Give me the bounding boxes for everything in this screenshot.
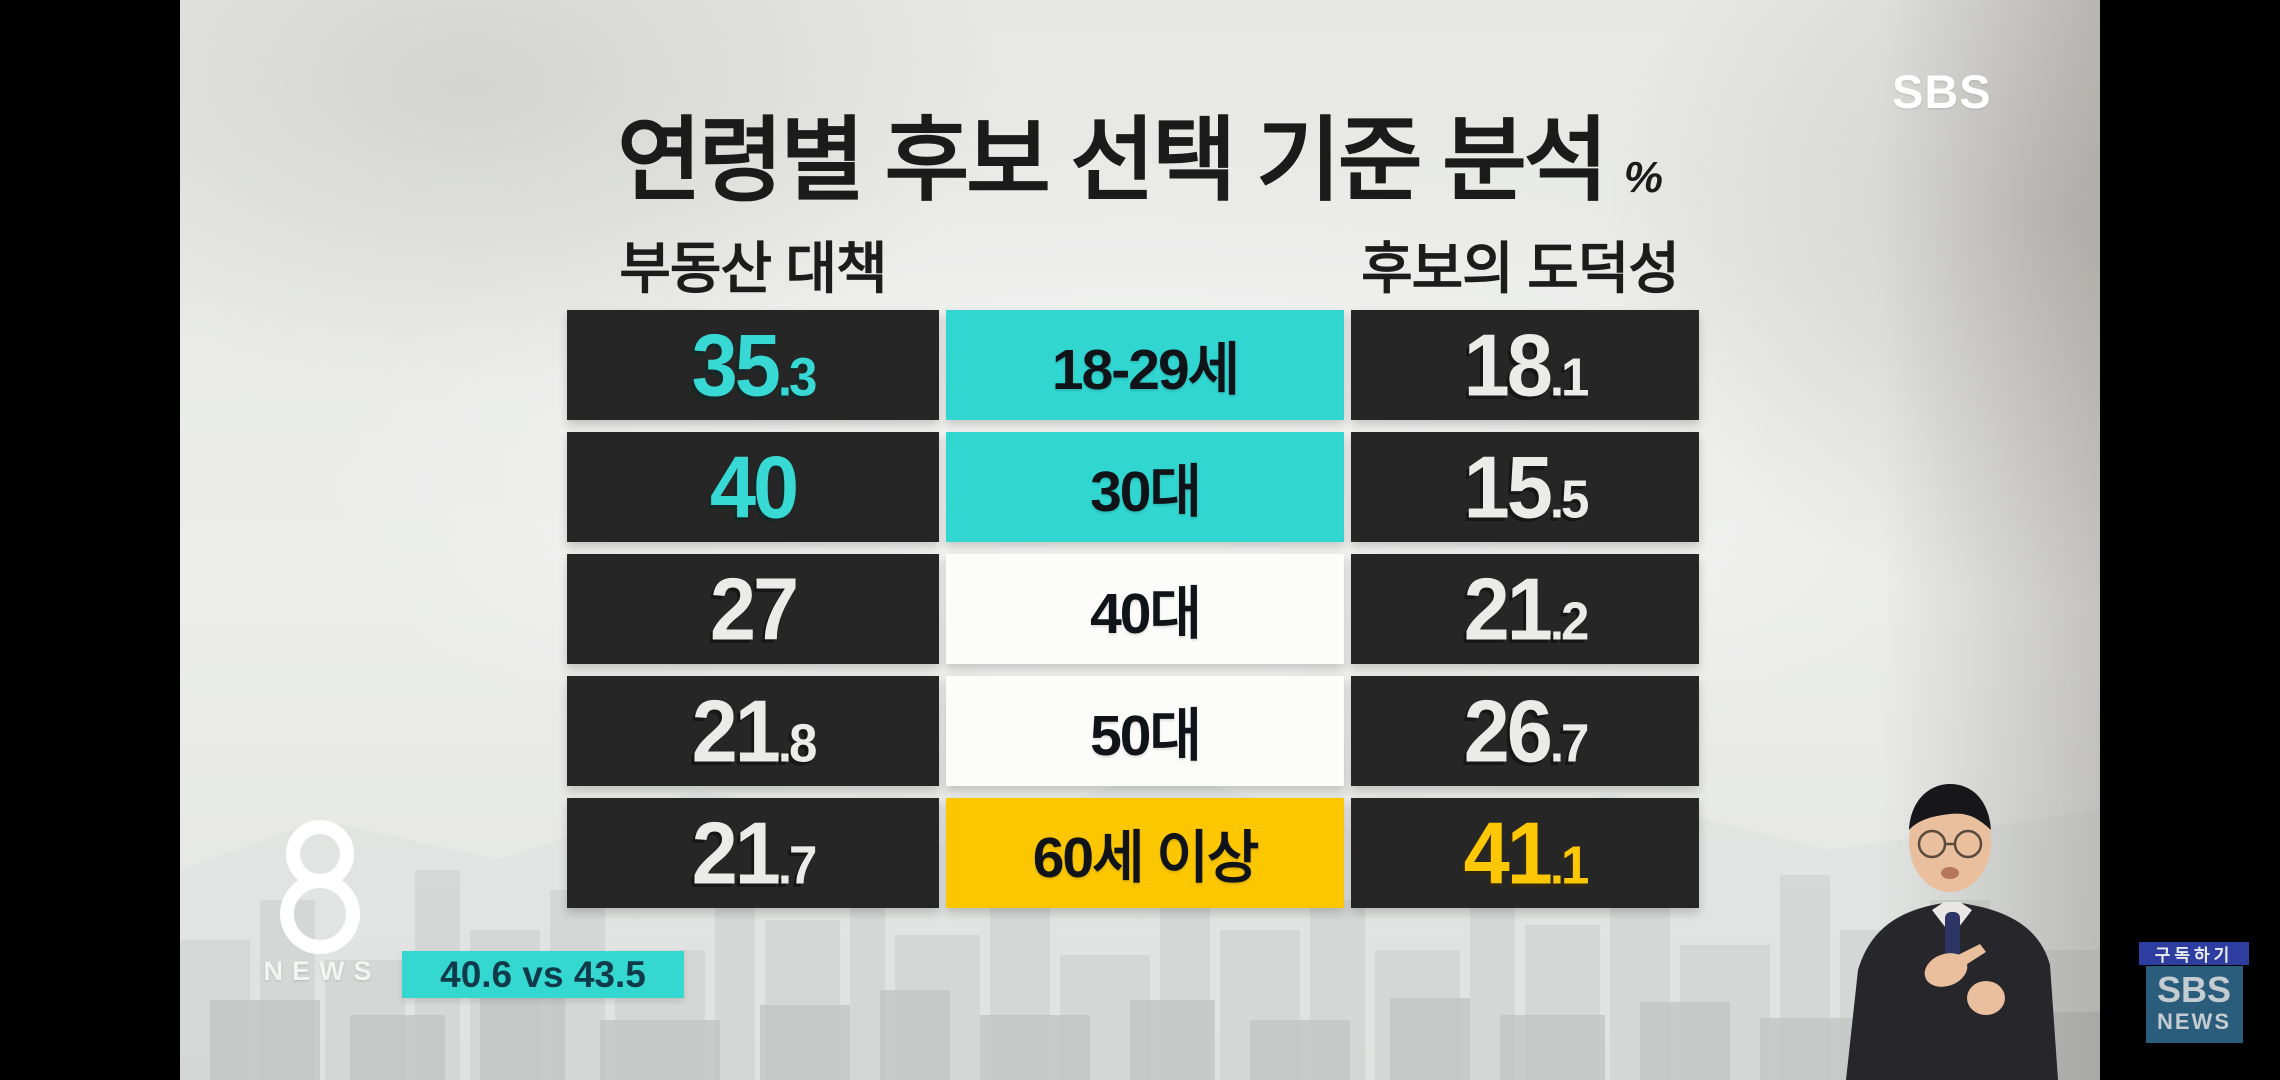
value-left-50s: 21.8 <box>691 681 818 781</box>
right-edge-shadow <box>1880 0 2100 1080</box>
value-cell-right-30s: 15.5 <box>1351 432 1699 542</box>
subscribe-button[interactable]: 구독하기 <box>2139 942 2249 965</box>
sbs-news-logo-line1: SBS <box>2156 968 2232 1010</box>
value-left-30s: 40 <box>709 437 799 537</box>
value-cell-left-60plus: 21.7 <box>567 798 939 908</box>
sign-language-interpreter <box>1846 784 2058 1080</box>
age-data-table: 35.3 18-29세 18.1 40 30대 15.5 27 40대 21.2 <box>567 310 1699 908</box>
news-label: NEWS <box>263 956 381 986</box>
value-right-18-29: 18.1 <box>1463 315 1590 415</box>
value-cell-right-60plus: 41.1 <box>1351 798 1699 908</box>
percent-unit-label: % <box>1623 153 1663 202</box>
age-cell-18-29: 18-29세 <box>946 310 1344 420</box>
headline-wrap: 연령별 후보 선택 기준 분석 % <box>180 86 2100 219</box>
value-cell-left-40s: 27 <box>567 554 939 664</box>
age-label: 40대 <box>1090 582 1202 646</box>
page-title: 연령별 후보 선택 기준 분석 <box>617 110 1608 212</box>
sbs-news-logo: SBS NEWS <box>2145 966 2243 1043</box>
age-label: 60세 이상 <box>1032 826 1260 890</box>
age-label: 30대 <box>1090 460 1202 524</box>
value-right-50s: 26.7 <box>1463 681 1590 781</box>
value-right-30s: 15.5 <box>1463 437 1590 537</box>
eight-news-logo-icon <box>280 820 360 954</box>
subscribe-badge: 구독하기 SBS NEWS <box>2139 942 2249 1043</box>
value-left-18-29: 35.3 <box>691 315 818 415</box>
value-right-60plus: 41.1 <box>1463 803 1590 903</box>
sbs-watermark-logo: SBS <box>1892 65 1992 118</box>
value-cell-right-50s: 26.7 <box>1351 676 1699 786</box>
vs-annotation-box: 40.6 vs 43.5 <box>402 951 684 998</box>
sbs-news-logo-line2: NEWS <box>2157 1009 2231 1035</box>
column-header-right: 후보의 도덕성 <box>1361 237 1680 300</box>
value-cell-left-30s: 40 <box>567 432 939 542</box>
value-cell-right-40s: 21.2 <box>1351 554 1699 664</box>
value-cell-left-18-29: 35.3 <box>567 310 939 420</box>
value-left-40s: 27 <box>709 559 799 659</box>
value-right-40s: 21.2 <box>1463 559 1590 659</box>
age-label: 50대 <box>1090 704 1202 768</box>
value-left-60plus: 21.7 <box>691 803 818 903</box>
value-cell-right-18-29: 18.1 <box>1351 310 1699 420</box>
age-cell-30s: 30대 <box>946 432 1344 542</box>
age-cell-40s: 40대 <box>946 554 1344 664</box>
subscribe-label: 구독하기 <box>2154 946 2234 965</box>
value-cell-left-50s: 21.8 <box>567 676 939 786</box>
column-header-left: 부동산 대책 <box>619 237 887 300</box>
vs-annotation-text: 40.6 vs 43.5 <box>440 953 646 995</box>
age-cell-50s: 50대 <box>946 676 1344 786</box>
age-cell-60plus: 60세 이상 <box>946 798 1344 908</box>
age-label: 18-29세 <box>1051 338 1240 402</box>
